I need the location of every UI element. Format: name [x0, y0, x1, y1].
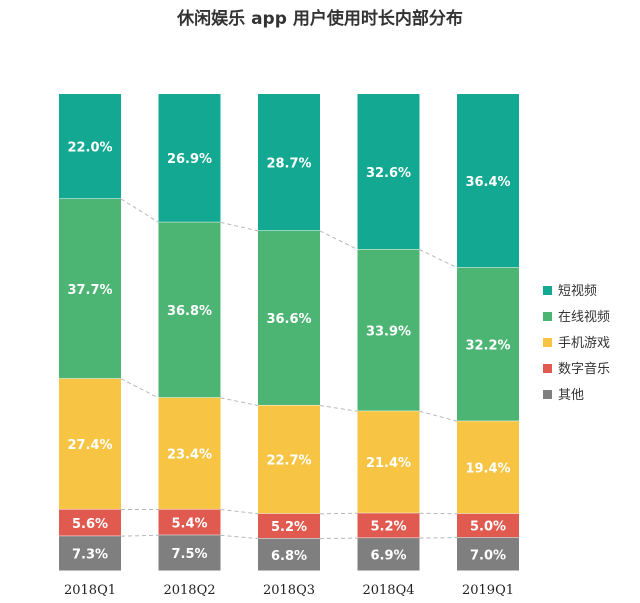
connector-lines — [120, 198, 458, 540]
x-tick-label: 2018Q2 — [163, 583, 215, 598]
segment-value-label: 28.7% — [266, 156, 311, 171]
bar-segment — [357, 94, 420, 250]
bar-segment — [258, 405, 320, 514]
legend-swatch — [543, 338, 552, 347]
connector-line — [419, 249, 458, 269]
chart-title: 休闲娱乐 app 用户使用时长内部分布 — [176, 8, 463, 29]
segment-value-label: 5.2% — [271, 520, 307, 535]
bar-segment — [258, 230, 320, 405]
bar-segment — [457, 267, 519, 421]
bar-segment — [59, 198, 121, 379]
segment-value-label: 33.9% — [366, 324, 411, 339]
segment-value-label: 36.8% — [167, 304, 212, 319]
segment-value-label: 7.0% — [470, 548, 506, 563]
segment-value-label: 5.4% — [171, 516, 207, 531]
connector-line — [220, 397, 259, 406]
bar-segment — [457, 421, 519, 514]
legend-label: 短视频 — [558, 284, 597, 299]
segment-value-label: 22.7% — [266, 454, 311, 469]
bar-segment — [357, 513, 420, 538]
connector-line — [220, 221, 259, 232]
segment-value-label: 6.9% — [370, 549, 406, 564]
bar-segment — [357, 249, 420, 411]
x-tick-label: 2018Q1 — [64, 583, 116, 598]
segment-value-label: 36.6% — [266, 312, 311, 327]
connector-line — [319, 230, 358, 250]
bar-segment — [457, 513, 519, 538]
x-tick-label: 2018Q3 — [263, 583, 315, 598]
x-tick-label: 2018Q4 — [362, 583, 414, 598]
bar-segment — [59, 94, 121, 199]
connector-line — [419, 410, 458, 422]
segment-value-label: 5.0% — [470, 520, 506, 535]
legend-label: 其他 — [558, 388, 584, 403]
bar-segment — [457, 537, 519, 571]
connector-line — [220, 508, 259, 515]
segment-value-label: 32.6% — [366, 166, 411, 181]
segment-value-label: 19.4% — [465, 461, 510, 476]
bar-segment — [357, 538, 420, 571]
segment-value-label: 7.5% — [171, 547, 207, 562]
bar-segment — [357, 411, 420, 513]
legend-swatch — [543, 286, 552, 295]
segment-value-label: 27.4% — [67, 438, 112, 453]
legend-label: 在线视频 — [558, 310, 610, 325]
legend-swatch — [543, 390, 552, 399]
bar-segment — [158, 222, 221, 398]
segment-value-label: 7.3% — [72, 548, 108, 563]
segment-value-label: 37.7% — [67, 283, 112, 298]
legend-swatch — [543, 364, 552, 373]
segment-value-label: 23.4% — [167, 448, 212, 463]
legend-label: 数字音乐 — [558, 361, 610, 377]
bar-segment — [158, 535, 221, 571]
segment-value-label: 36.4% — [465, 175, 510, 190]
legend-label: 手机游戏 — [558, 336, 610, 351]
bar-segment — [158, 509, 221, 535]
legend-swatch — [543, 312, 552, 321]
bar-segment — [59, 509, 121, 536]
connector-line — [120, 198, 159, 223]
connector-line — [120, 378, 159, 399]
connector-line — [220, 534, 259, 540]
bar-segment — [258, 538, 320, 571]
x-axis-ticks: 2018Q1 2018Q2 2018Q3 2018Q4 2019Q1 — [64, 583, 514, 598]
bar-segment — [158, 94, 221, 222]
x-tick-label: 2019Q1 — [462, 583, 514, 598]
bars-group — [59, 94, 519, 571]
segment-value-label: 26.9% — [167, 152, 212, 167]
bar-segment — [258, 513, 320, 539]
bar-segment — [59, 378, 121, 509]
bar-segment — [258, 94, 320, 231]
segment-value-label: 5.6% — [72, 517, 108, 532]
segment-value-label: 22.0% — [67, 140, 112, 155]
connector-line — [319, 404, 358, 412]
segment-value-label: 21.4% — [366, 456, 411, 471]
segment-value-label: 6.8% — [271, 549, 307, 564]
bar-segment — [59, 536, 121, 571]
segment-value-label: 5.2% — [370, 520, 406, 535]
bar-segment — [158, 397, 221, 509]
segment-value-label: 32.2% — [465, 338, 510, 353]
bar-segment — [457, 94, 519, 268]
segment-labels-group: 7.3% 5.6% 27.4% 37.7% 22.0% 7.5% 5.4% 23.4% 36.8… — [67, 140, 510, 563]
connector-line — [120, 534, 159, 537]
